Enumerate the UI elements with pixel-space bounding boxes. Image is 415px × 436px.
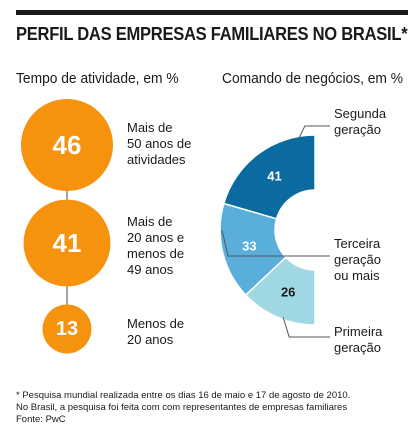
donut-chart: 41 33 26 [219,125,330,338]
bubble-label-2: Mais de 20 anos e menos de 49 anos [127,214,185,277]
bubble-chart: 46 41 13 [21,99,113,354]
donut-value-label: 41 [267,169,281,184]
bubble-value-label: 13 [56,318,78,340]
bubble-chart-title: Tempo de atividade, em % [16,70,179,87]
bubble-mark [42,304,92,354]
donut-leader-line [282,317,330,338]
donut-label-segunda: Segunda geração [334,106,387,137]
top-rule [16,10,408,15]
donut-label-terceira: Terceira geração ou mais [334,236,381,283]
donut-slice [222,134,316,220]
footnote: * Pesquisa mundial realizada entre os di… [16,390,351,425]
donut-label-primeira: Primeira geração [334,324,383,355]
page-title: PERFIL DAS EMPRESAS FAMILIARES NO BRASIL… [16,24,408,44]
bubble-mark [21,99,113,191]
donut-chart-title: Comando de negócios, em % [222,70,404,87]
donut-value-label: 26 [281,284,295,299]
donut-leader-line [298,125,330,139]
donut-slice [244,256,316,326]
donut-leader-line [221,229,330,257]
bubble-mark [23,199,111,287]
bubble-value-label: 46 [53,130,82,160]
bubble-label-1: Mais de 50 anos de atividades [127,120,192,167]
bubble-value-label: 41 [53,228,82,258]
bubble-label-3: Menos de 20 anos [127,316,185,347]
donut-value-label: 33 [242,238,256,253]
